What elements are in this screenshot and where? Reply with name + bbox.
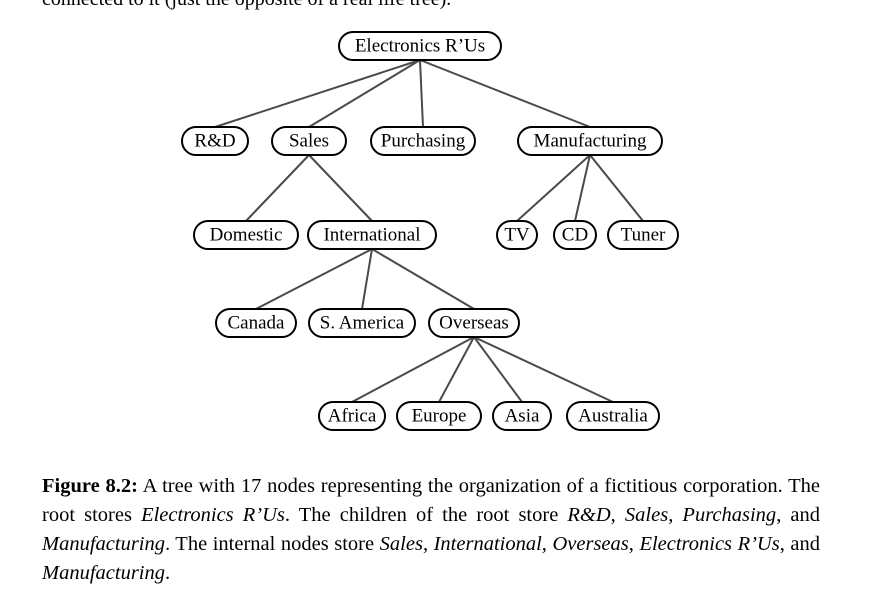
node-outline (496, 220, 538, 250)
tree-node-tuner: Tuner (607, 220, 679, 250)
node-label: International (323, 224, 420, 245)
caption-italic: Overseas (552, 533, 629, 555)
node-outline (193, 220, 299, 250)
node-outline (181, 126, 249, 156)
node-outline (318, 401, 386, 431)
caption-text: , and (779, 533, 820, 555)
caption-italic: Manufacturing (42, 533, 165, 555)
node-label: Purchasing (381, 130, 466, 151)
node-label: Domestic (210, 224, 283, 245)
node-label: S. America (320, 312, 405, 333)
caption-italic: Sales (379, 533, 423, 555)
node-outline (271, 126, 347, 156)
caption-text: , (541, 533, 553, 555)
node-outline (553, 220, 597, 250)
caption-italic: Sales (624, 504, 669, 526)
tree-node-rd: R&D (181, 126, 249, 156)
node-label: Europe (412, 405, 467, 426)
edge-root-manufacturing (419, 59, 591, 128)
tree-node-samerica: S. America (308, 308, 416, 338)
tree-node-europe: Europe (396, 401, 482, 431)
caption-italic: Purchasing (682, 504, 777, 526)
caption-text: , (668, 504, 683, 526)
caption-text: . The internal nodes store (165, 533, 380, 555)
edge-sales-international (308, 154, 373, 222)
caption-italic: Manufacturing (42, 562, 165, 584)
figure-caption: Figure 8.2: A tree with 17 nodes represe… (42, 472, 820, 588)
node-outline (396, 401, 482, 431)
node-label: CD (562, 224, 588, 245)
node-outline (308, 308, 416, 338)
caption-text: . The children of the root store (284, 504, 568, 526)
tree-node-africa: Africa (318, 401, 386, 431)
node-outline (607, 220, 679, 250)
edge-overseas-europe (438, 336, 475, 403)
node-outline (566, 401, 660, 431)
node-label: Australia (578, 405, 648, 426)
edge-root-purchasing (419, 59, 424, 128)
caption-italic: International (433, 533, 542, 555)
node-label: Canada (228, 312, 286, 333)
caption-text: A tree with 17 nodes representing the or… (42, 475, 820, 526)
tree-node-cd: CD (553, 220, 597, 250)
tree-node-overseas: Overseas (428, 308, 520, 338)
edge-manufacturing-cd (574, 154, 591, 222)
tree-node-root: Electronics R’Us (338, 31, 502, 61)
figure-label: Figure 8.2: (42, 475, 138, 497)
caption-italic: Electronics R’Us (639, 533, 780, 555)
caption-italic: R&D (567, 504, 611, 526)
tree-node-manufacturing: Manufacturing (517, 126, 663, 156)
caption-text: , and (776, 504, 821, 526)
edge-manufacturing-tv (516, 154, 591, 222)
org-tree-diagram: Electronics R’Us R&D Sales Purchasing Manufa… (181, 31, 679, 431)
node-label: Africa (328, 405, 377, 426)
edge-international-overseas (371, 248, 475, 310)
node-label: TV (504, 224, 530, 245)
tree-edges (214, 59, 644, 403)
tree-node-domestic: Domestic (193, 220, 299, 250)
node-label: Sales (289, 130, 329, 151)
node-label: Manufacturing (534, 130, 647, 151)
caption-text: , (628, 533, 640, 555)
tree-node-canada: Canada (215, 308, 297, 338)
node-outline (517, 126, 663, 156)
tree-node-purchasing: Purchasing (370, 126, 476, 156)
node-label: Electronics R’Us (355, 35, 485, 56)
tree-node-australia: Australia (566, 401, 660, 431)
tree-node-asia: Asia (492, 401, 552, 431)
node-label: Tuner (621, 224, 666, 245)
caption-text: , (422, 533, 434, 555)
node-label: R&D (194, 130, 235, 151)
edge-overseas-australia (473, 336, 614, 403)
tree-node-international: International (307, 220, 437, 250)
edge-international-canada (255, 248, 373, 310)
edge-root-rd (214, 59, 421, 128)
node-outline (370, 126, 476, 156)
caption-italic: Electronics R’Us (141, 504, 285, 526)
node-label: Asia (505, 405, 540, 426)
tree-nodes: Electronics R’Us R&D Sales Purchasing Manufa… (181, 31, 679, 431)
edge-root-sales (308, 59, 421, 128)
edge-sales-domestic (245, 154, 310, 222)
node-label: Overseas (439, 312, 509, 333)
caption-text: . (165, 562, 171, 584)
node-outline (492, 401, 552, 431)
edge-international-samerica (361, 248, 373, 310)
edge-overseas-africa (351, 336, 475, 403)
caption-text: , (610, 504, 625, 526)
node-outline (338, 31, 502, 61)
tree-node-sales: Sales (271, 126, 347, 156)
edge-manufacturing-tuner (589, 154, 644, 222)
edge-overseas-asia (473, 336, 523, 403)
node-outline (428, 308, 520, 338)
node-outline (215, 308, 297, 338)
tree-node-tv: TV (496, 220, 538, 250)
preceding-text-fragment: connected to it (just the opposite of a … (42, 0, 451, 11)
node-outline (307, 220, 437, 250)
